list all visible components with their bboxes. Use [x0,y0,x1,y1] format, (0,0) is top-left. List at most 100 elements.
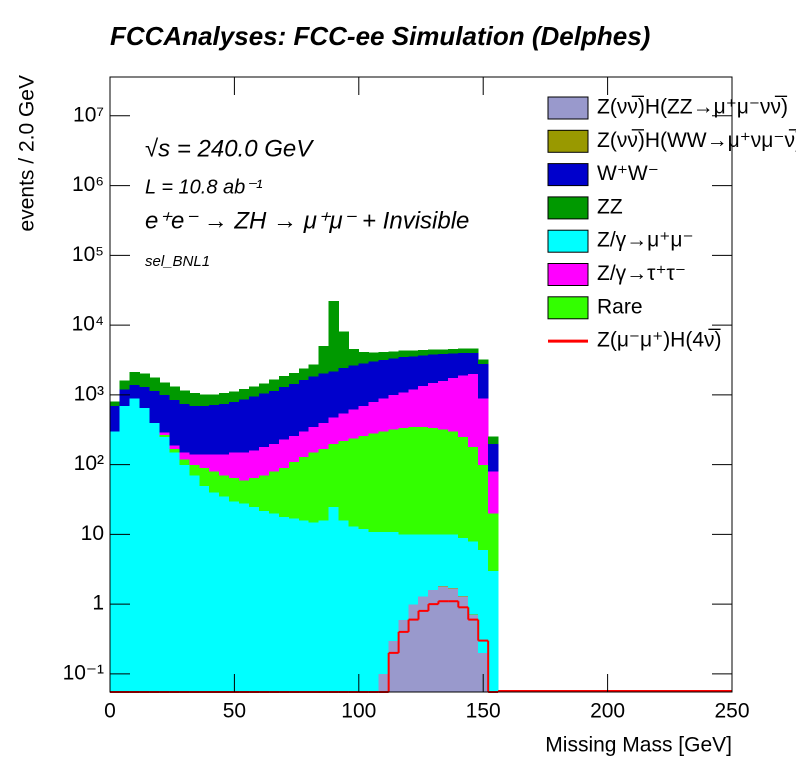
histogram-bar [338,331,350,368]
histogram-bar [179,452,190,460]
histogram-bar [328,416,340,444]
y-tick-label: 10⁶ [72,173,104,196]
histogram-bar [408,350,419,357]
histogram-bar [209,454,220,472]
histogram-bar [318,519,330,693]
histogram-bar [288,383,300,436]
histogram-bar [278,467,290,517]
histogram-bar [418,350,429,356]
histogram-bar [428,427,439,535]
legend-swatch [547,129,589,153]
y-tick-label: 10⁷ [73,103,104,126]
histogram-bar [448,377,459,432]
histogram-bar [378,397,389,432]
histogram-bar [338,440,350,521]
histogram-bar [348,437,360,527]
histogram-bar [298,519,310,693]
annotation: √s = 240.0 GeV [145,135,314,162]
histogram-bar [487,513,499,572]
histogram-bar [487,471,499,514]
histogram-bar [368,433,380,532]
histogram-bar [477,464,489,551]
legend-label: Rare [597,295,643,318]
histogram-bar [338,412,350,442]
histogram-bar [328,443,340,507]
histogram-bar [229,500,240,693]
y-tick-label: 10² [74,452,104,475]
histogram-bar [199,485,210,693]
histogram-bar [189,475,200,693]
histogram-bar [368,531,380,693]
histogram-bar [388,640,399,693]
histogram-bar [477,549,489,654]
histogram-bar [149,390,161,423]
histogram-bar [139,407,151,693]
histogram-bar [239,479,250,504]
x-tick-label: 250 [714,700,749,723]
histogram-bar [278,439,290,469]
histogram-bar [249,396,260,451]
histogram-bar [408,389,419,427]
histogram-bar [308,375,320,427]
histogram-bar [418,385,429,427]
legend-swatch [547,263,589,286]
histogram-bar [169,444,180,449]
histogram-bar [378,359,389,399]
x-tick-label: 100 [341,700,376,723]
histogram-bar [428,589,439,693]
histogram-bar [119,405,131,693]
histogram-bar [398,391,409,428]
histogram-bar [159,436,171,693]
histogram-bar [278,386,290,440]
histogram-bar [288,461,300,519]
annotation: e⁺e⁻ → ZH → μ⁺μ⁻ + Invisible [145,207,469,234]
legend-label: ZZ [597,195,623,218]
histogram-bar [239,502,250,693]
histogram-bar [219,496,230,693]
histogram-bar [169,399,180,446]
histogram-bar [448,533,459,588]
histogram-bar [487,443,499,472]
y-tick-label: 1 [92,592,104,615]
histogram-bar [477,397,489,465]
histogram-bar [219,454,230,476]
histogram-bar [288,372,300,384]
histogram-bar [448,352,459,379]
histogram-bar [199,467,210,486]
histogram-bar [298,368,310,380]
histogram-bar [318,448,330,521]
histogram-bar [398,350,409,358]
histogram-bar [288,435,300,463]
histogram-bar [298,379,310,432]
histogram-bar [408,603,419,693]
histogram-bar [229,401,240,453]
histogram-bar [348,409,360,439]
histogram-bar [318,422,330,449]
histogram-bar [328,300,340,372]
histogram-bar [308,426,320,453]
histogram-bar [428,382,439,428]
histogram-bar [338,519,350,693]
histogram-bar [388,351,399,359]
legend-swatch [547,296,589,320]
histogram-bar [149,377,161,391]
histogram-bar [458,352,469,376]
histogram-bar [398,619,409,693]
histogram-bar [448,431,459,535]
legend-swatch [547,229,589,253]
histogram-bar [249,450,260,478]
y-tick-label: 10⁻¹ [63,661,104,684]
histogram-bar [378,673,389,693]
histogram-bar [388,429,399,532]
histogram-bar [438,380,449,430]
y-tick-label: 10⁵ [72,243,104,266]
histogram-bar [467,373,479,448]
y-tick-label: 10³ [74,382,104,405]
histogram-bar [159,394,171,433]
histogram-bar [388,394,399,430]
legend-label: Z(νν̅)H(ZZ→μ⁺μ⁻νν̅) [597,96,788,119]
annotation: L = 10.8 ab⁻¹ [145,176,263,198]
histogram-bar [438,533,449,587]
histogram-bar [487,570,499,693]
histogram-bar [398,356,409,393]
